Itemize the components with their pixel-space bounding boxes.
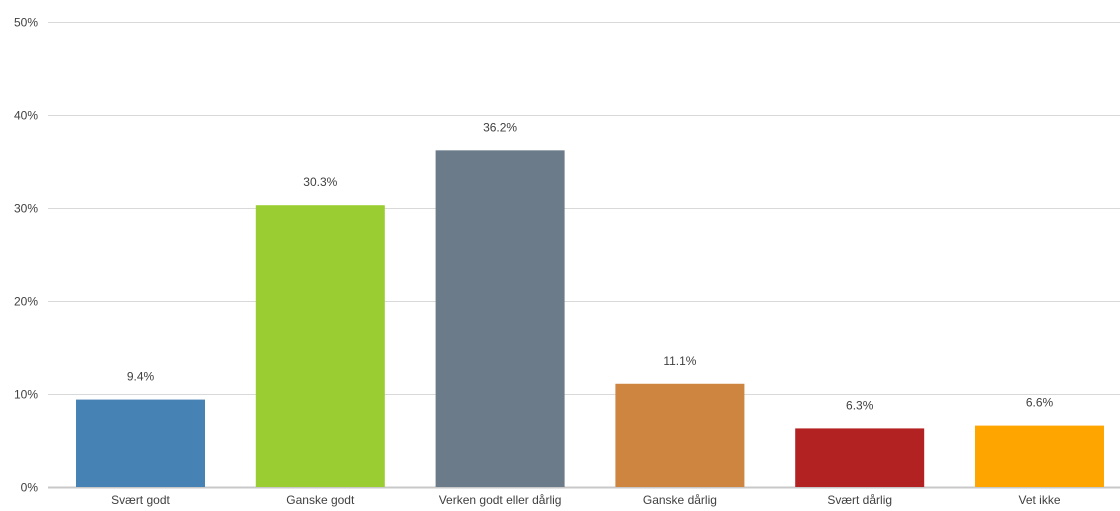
y-tick-label: 0% xyxy=(21,481,39,495)
bar xyxy=(795,428,925,487)
y-tick-label: 20% xyxy=(14,295,38,309)
data-label: 11.1% xyxy=(663,354,696,368)
x-axis-category-labels: Svært godt Ganske godt Verken godt eller d… xyxy=(111,493,1061,507)
y-tick-label: 30% xyxy=(14,202,38,216)
bar xyxy=(435,150,565,487)
gridlines xyxy=(48,22,1120,489)
category-label: Svært godt xyxy=(111,493,170,507)
bar xyxy=(975,425,1104,487)
data-label: 9.4% xyxy=(127,370,155,384)
data-label: 30.3% xyxy=(303,175,337,189)
y-tick-label: 50% xyxy=(14,16,38,30)
bars xyxy=(76,150,1104,487)
bar xyxy=(255,205,385,487)
data-label: 6.6% xyxy=(1026,396,1054,410)
y-axis-tick-labels: 0% 10% 20% 30% 40% 50% xyxy=(14,16,38,495)
bar xyxy=(615,383,745,487)
data-label: 36.2% xyxy=(483,120,517,134)
category-label: Svært dårlig xyxy=(827,493,892,507)
y-tick-label: 40% xyxy=(14,109,38,123)
category-label: Ganske godt xyxy=(286,493,355,507)
y-tick-label: 10% xyxy=(14,388,38,402)
bar xyxy=(76,399,205,487)
category-label: Vet ikke xyxy=(1018,493,1060,507)
data-labels: 9.4% 30.3% 36.2% 11.1% 6.3% 6.6% xyxy=(127,120,1054,412)
category-label: Ganske dårlig xyxy=(643,493,717,507)
data-label: 6.3% xyxy=(846,398,874,412)
category-label: Verken godt eller dårlig xyxy=(439,493,562,507)
